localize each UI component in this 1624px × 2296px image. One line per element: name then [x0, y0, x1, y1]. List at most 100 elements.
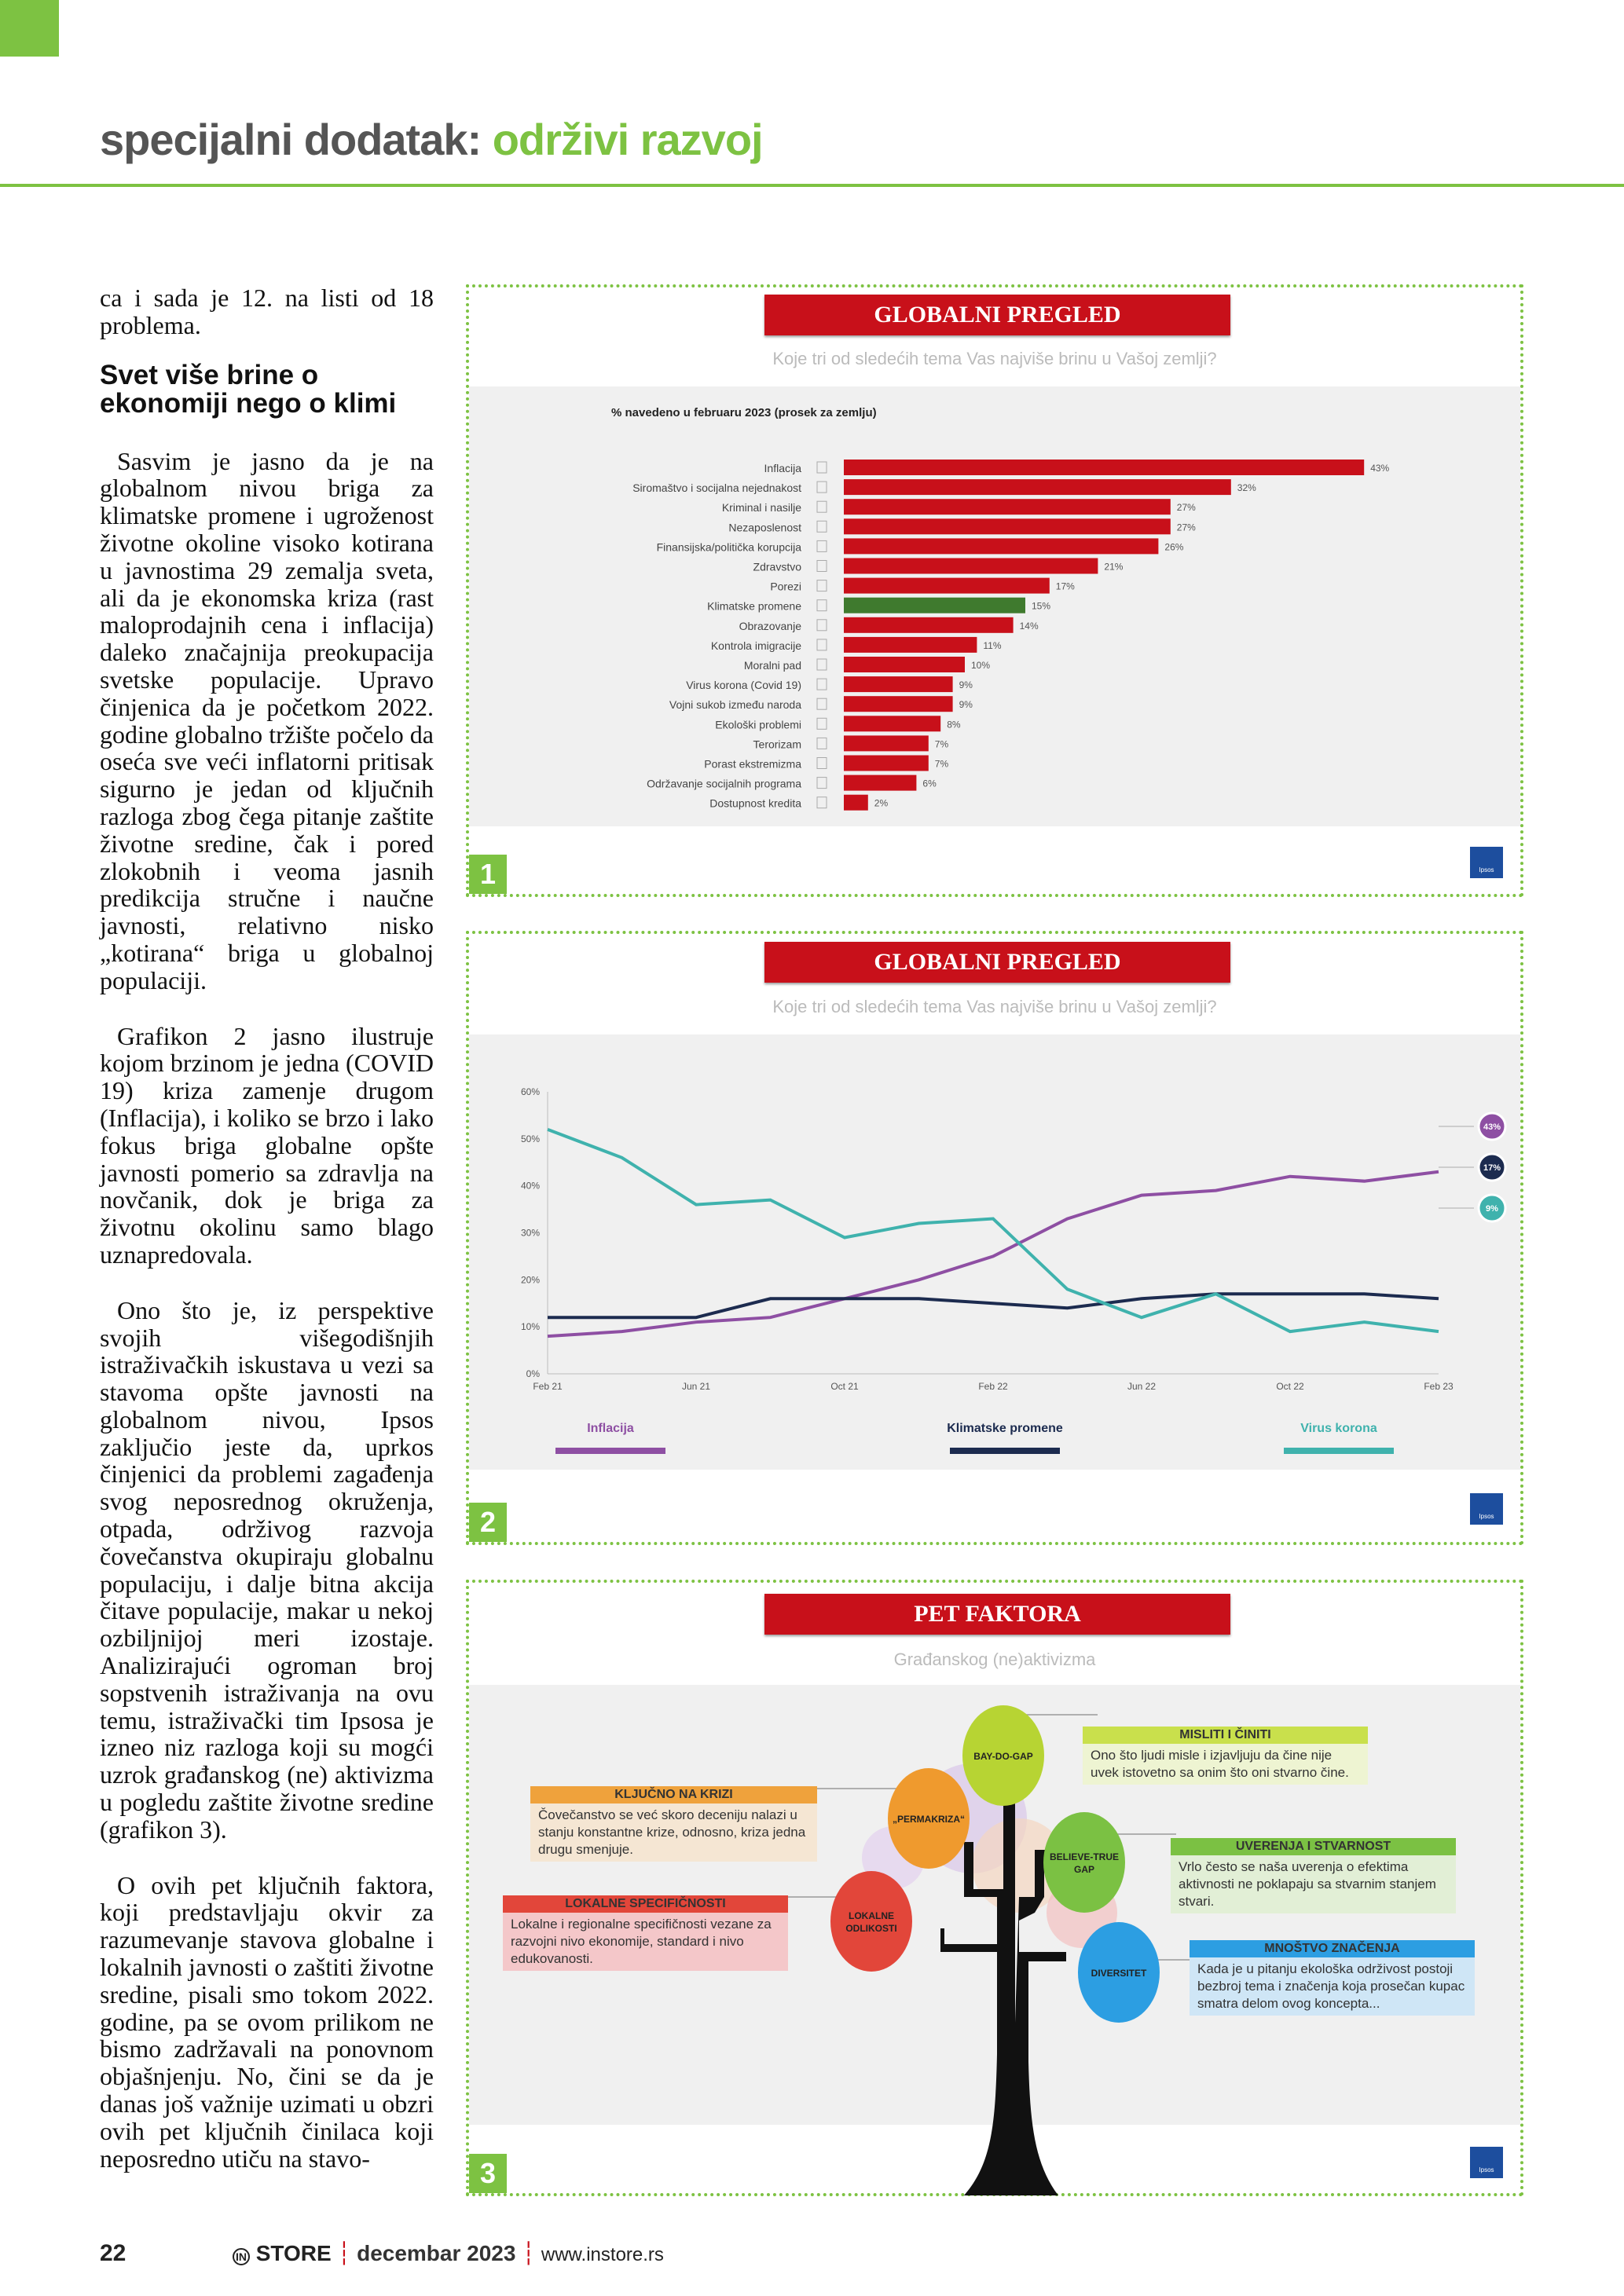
bar-value-label: 17%	[1056, 581, 1075, 592]
factor-node	[1078, 1922, 1160, 2023]
factor-node	[830, 1871, 912, 1972]
y-tick-label: 20%	[521, 1274, 540, 1285]
chart-background	[469, 1034, 1520, 1470]
bar	[844, 636, 977, 653]
tree-diagram: BAY-DO-GAP „PERMAKRIZA“ BELIEVE-TRUE GAP LOK…	[768, 1705, 1192, 2195]
figure-3: PET FAKTORA Građanskog (ne)aktivizma BAY…	[466, 1580, 1523, 2196]
legend-label: Klimatske promene	[947, 1422, 1063, 1435]
category-label: Dostupnost kredita	[709, 797, 801, 810]
series-line	[547, 1170, 1439, 1338]
category-label: Zdravstvo	[753, 561, 802, 573]
bar-value-label: 43%	[1370, 463, 1389, 474]
end-value-bubble	[1477, 1193, 1507, 1223]
bar	[844, 716, 941, 732]
category-label: Klimatske promene	[707, 600, 801, 613]
brand-name: STORE	[255, 2241, 332, 2265]
bar	[844, 460, 1365, 475]
legend-swatch	[950, 1448, 1060, 1454]
divider: ┆	[522, 2241, 536, 2265]
section-header: specijalni dodatak: održivi razvoj	[100, 114, 764, 165]
factor-card: KLJUČNO NA KRIZI Čovečanstvo se već skoro…	[530, 1786, 817, 1862]
divider: ┆	[337, 2241, 351, 2265]
factor-node-label: DIVERSITET	[1091, 1968, 1147, 1979]
x-tick-label: Feb 22	[978, 1381, 1008, 1392]
figure-number-badge: 3	[469, 2154, 507, 2193]
factor-card-title: UVERENJA I STVARNOST	[1171, 1838, 1456, 1855]
x-tick-label: Oct 21	[830, 1381, 859, 1392]
figure-2: GLOBALNI PREGLED Koje tri od sledećih te…	[466, 931, 1523, 1545]
category-label: Kriminal i nasilje	[722, 501, 801, 514]
bar	[844, 657, 965, 672]
x-tick-label: Feb 23	[1424, 1381, 1454, 1392]
bar-value-label: 8%	[947, 719, 961, 730]
ipsos-logo: Ipsos	[1470, 1493, 1503, 1525]
category-label: Virus korona (Covid 19)	[686, 679, 801, 691]
category-icon	[816, 580, 827, 592]
factor-node-label: GAP	[1074, 1864, 1094, 1875]
category-icon	[816, 717, 827, 730]
chart-note: % navedeno u februaru 2023 (prosek za ze…	[611, 406, 877, 419]
figure-title: GLOBALNI PREGLED	[764, 942, 1230, 983]
bar-value-label: 27%	[1177, 502, 1196, 513]
bar-value-label: 10%	[971, 660, 990, 671]
legend-swatch	[555, 1448, 665, 1454]
series-line	[548, 1292, 1439, 1320]
bar	[844, 479, 1231, 496]
factor-node-label: „PERMAKRIZA“	[893, 1814, 965, 1825]
bar	[844, 794, 868, 811]
bar	[844, 696, 953, 712]
category-icon	[816, 698, 827, 710]
category-icon	[816, 520, 827, 533]
factor-node-label: BAY-DO-GAP	[973, 1751, 1033, 1762]
legend-label: Inflacija	[587, 1422, 634, 1435]
series-line	[547, 1127, 1439, 1334]
category-label: Porezi	[770, 580, 801, 593]
tree-trunk	[940, 1771, 1066, 2195]
figure-1: GLOBALNI PREGLED Koje tri od sledećih te…	[466, 284, 1523, 897]
end-value-bubble	[1477, 1152, 1507, 1182]
page-footer: 22 IN STORE ┆ decembar 2023 ┆ www.instor…	[100, 2240, 664, 2267]
section-label: specijalni dodatak:	[100, 115, 482, 164]
end-value-label: 9%	[1486, 1204, 1498, 1214]
factor-node-label: LOKALNE	[849, 1910, 894, 1921]
factor-node-label: ODLIKOSTI	[845, 1923, 896, 1934]
category-icon	[816, 737, 827, 749]
category-icon	[816, 777, 827, 789]
website-link[interactable]: www.instore.rs	[541, 2244, 664, 2265]
page-number: 22	[100, 2240, 126, 2266]
bar	[844, 577, 1050, 594]
category-label: Ekološki problemi	[715, 718, 801, 731]
figure-subtitle: Koje tri od sledećih tema Vas najviše br…	[772, 997, 1217, 1016]
factor-card-title: LOKALNE SPECIFIČNOSTI	[503, 1895, 788, 1913]
y-tick-label: 0%	[526, 1368, 541, 1379]
legend-swatch	[1284, 1448, 1394, 1454]
y-tick-label: 60%	[521, 1086, 540, 1097]
figure-subtitle: Koje tri od sledećih tema Vas najviše br…	[772, 349, 1217, 368]
bar	[844, 597, 1025, 613]
factor-card-text: Čovečanstvo se već skoro deceniju nalazi…	[538, 1807, 806, 1857]
factor-card-title: MNOŠTVO ZNAČENJA	[1190, 1940, 1475, 1957]
paragraph: ca i sada je 12. na listi od 18 problema…	[100, 284, 434, 339]
bar-value-label: 26%	[1164, 541, 1183, 552]
category-label: Porast ekstremizma	[704, 758, 801, 771]
paragraph: Sasvim je jasno da je na globalnom nivou…	[100, 446, 434, 994]
figure-number-badge: 1	[469, 855, 507, 894]
factor-card-title: KLJUČNO NA KRIZI	[530, 1786, 817, 1803]
factor-card: UVERENJA I STVARNOST Vrlo često se naša u…	[1171, 1838, 1456, 1913]
line-chart: 0% 10% 20% 30% 40% 50% 60% Feb 21 Jun 21 Oct 21 Fe…	[521, 1086, 1507, 1454]
factor-nodes: BAY-DO-GAP „PERMAKRIZA“ BELIEVE-TRUE GAP LOK…	[830, 1705, 1160, 2023]
figure-title: GLOBALNI PREGLED	[764, 295, 1230, 335]
bar-value-label: 11%	[983, 640, 1001, 651]
factor-card-text: Vrlo često se naša uverenja o efektima a…	[1179, 1859, 1436, 1909]
bar-value-label: 14%	[1020, 621, 1039, 632]
category-icon	[816, 678, 827, 690]
bar	[844, 774, 917, 791]
bar	[844, 518, 1171, 535]
factor-node	[962, 1705, 1044, 1806]
figure-subtitle: Građanskog (ne)aktivizma	[893, 1650, 1096, 1669]
factor-card: MISLITI I ČINITI Ono što ljudi misle i iz…	[1083, 1727, 1368, 1785]
factor-node	[1043, 1812, 1125, 1913]
y-tick-label: 10%	[521, 1321, 540, 1332]
corner-mark	[0, 0, 59, 57]
factor-card-text: Ono što ljudi misle i izjavljuju da čine…	[1091, 1748, 1349, 1780]
